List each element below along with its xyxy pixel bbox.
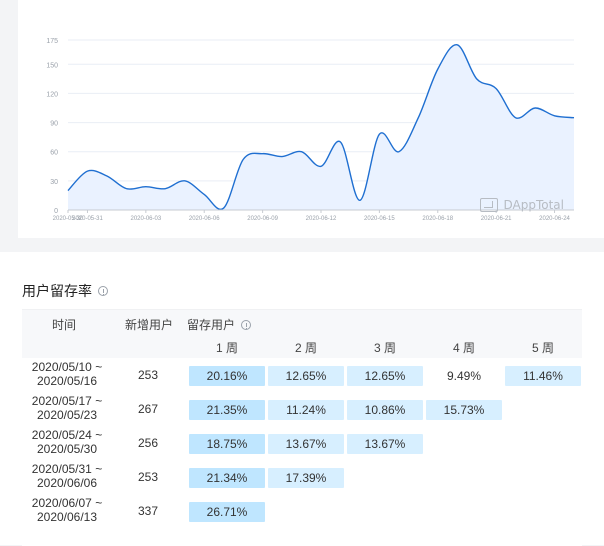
chart-card: 0 30 60 90 120 150 175 2020-05-30 2020-05-31 202… [18,0,604,238]
retention-cell: 11.24% [268,400,344,420]
retention-cell: 20.16% [189,366,265,386]
row-new-users: 267 [137,402,159,416]
row-time-line2: 2020/05/30 [36,442,98,456]
week-header: 1 周 [215,341,238,355]
y-tick-label: 150 [46,62,58,69]
row-time: 2020/05/24 ~2020/05/30 [22,428,112,456]
y-tick-label: 120 [46,91,58,98]
series-line [67,44,575,211]
row-time-line1: 2020/05/31 ~ [31,462,103,476]
retention-section: 用户留存率 时间 新增用户 留存用户 1 周 2 周 3 周 4 周 5 周 2020/… [0,252,604,546]
header-retained-users-text: 留存用户 [187,318,236,332]
info-icon[interactable] [98,286,108,296]
y-tick-label: 0 [54,208,58,215]
retention-cell: 15.73% [426,400,502,420]
x-tick-label: 2020-05-31 [72,216,103,222]
retention-cell: 17.39% [268,468,344,488]
header-new-users: 新增用户 [125,318,174,332]
retention-title-text: 用户留存率 [22,283,92,299]
week-header: 2 周 [294,341,317,355]
y-tick-label: 175 [46,38,58,45]
header-time: 时间 [52,318,77,332]
watermark-text: DAppTotal [503,198,565,212]
retention-cell: 13.67% [268,434,344,454]
retention-table: 时间 新增用户 留存用户 1 周 2 周 3 周 4 周 5 周 2020/05/10 … [22,309,582,546]
y-tick-label: 60 [50,150,58,157]
retention-cell: 12.65% [347,366,423,386]
watermark: DAppTotal [479,198,565,212]
x-tick-label: 2020-06-12 [306,216,337,222]
row-new-users: 253 [137,368,159,382]
table-header-bg [22,310,582,358]
x-tick-label: 2020-06-21 [481,216,512,222]
week-header: 4 周 [452,341,475,355]
row-time-line2: 2020/05/23 [36,408,98,422]
x-tick-label: 2020-06-18 [422,216,453,222]
x-tick-label: 2020-05-30 [53,216,84,222]
row-time: 2020/06/07 ~2020/06/13 [22,496,112,524]
row-time-line2: 2020/06/13 [36,510,98,524]
retention-cell: 18.75% [189,434,265,454]
series-area [68,44,574,211]
x-tick-label: 2020-06-24 [539,216,570,222]
dapptotal-logo-icon [479,198,498,212]
row-time-line1: 2020/05/10 ~ [31,360,103,374]
row-time-line1: 2020/06/07 ~ [31,496,103,510]
retention-cell: 21.35% [189,400,265,420]
x-tick-label: 2020-06-06 [189,216,220,222]
chart-grid [68,39,574,211]
retention-cell: 21.34% [189,468,265,488]
row-time: 2020/05/17 ~2020/05/23 [22,394,112,422]
retention-cell: 9.49% [446,369,482,383]
y-axis-ticks: 0 30 60 90 120 150 175 [46,38,58,215]
x-tick-label: 2020-06-09 [247,216,278,222]
retention-cell: 10.86% [347,400,423,420]
week-header: 3 周 [373,341,396,355]
retention-title: 用户留存率 [22,281,108,301]
info-icon[interactable] [241,319,252,330]
retention-cell: 12.65% [268,366,344,386]
row-time-line2: 2020/05/16 [36,374,98,388]
retention-cell: 26.71% [189,502,265,522]
row-time: 2020/05/31 ~2020/06/06 [22,462,112,490]
row-time: 2020/05/10 ~2020/05/16 [22,360,112,388]
y-tick-label: 30 [50,179,58,186]
row-new-users: 337 [137,504,159,518]
retention-cell: 13.67% [347,434,423,454]
x-tick-label: 2020-06-03 [130,216,161,222]
row-time-line1: 2020/05/17 ~ [31,394,103,408]
row-time-line1: 2020/05/24 ~ [31,428,103,442]
week-header: 5 周 [531,341,554,355]
row-new-users: 253 [137,470,159,484]
x-tick-label: 2020-06-15 [364,216,395,222]
row-time-line2: 2020/06/06 [36,476,98,490]
row-new-users: 256 [137,436,159,450]
header-retained-users: 留存用户 [187,316,252,333]
retention-cell: 11.46% [505,366,581,386]
y-tick-label: 90 [50,121,58,128]
